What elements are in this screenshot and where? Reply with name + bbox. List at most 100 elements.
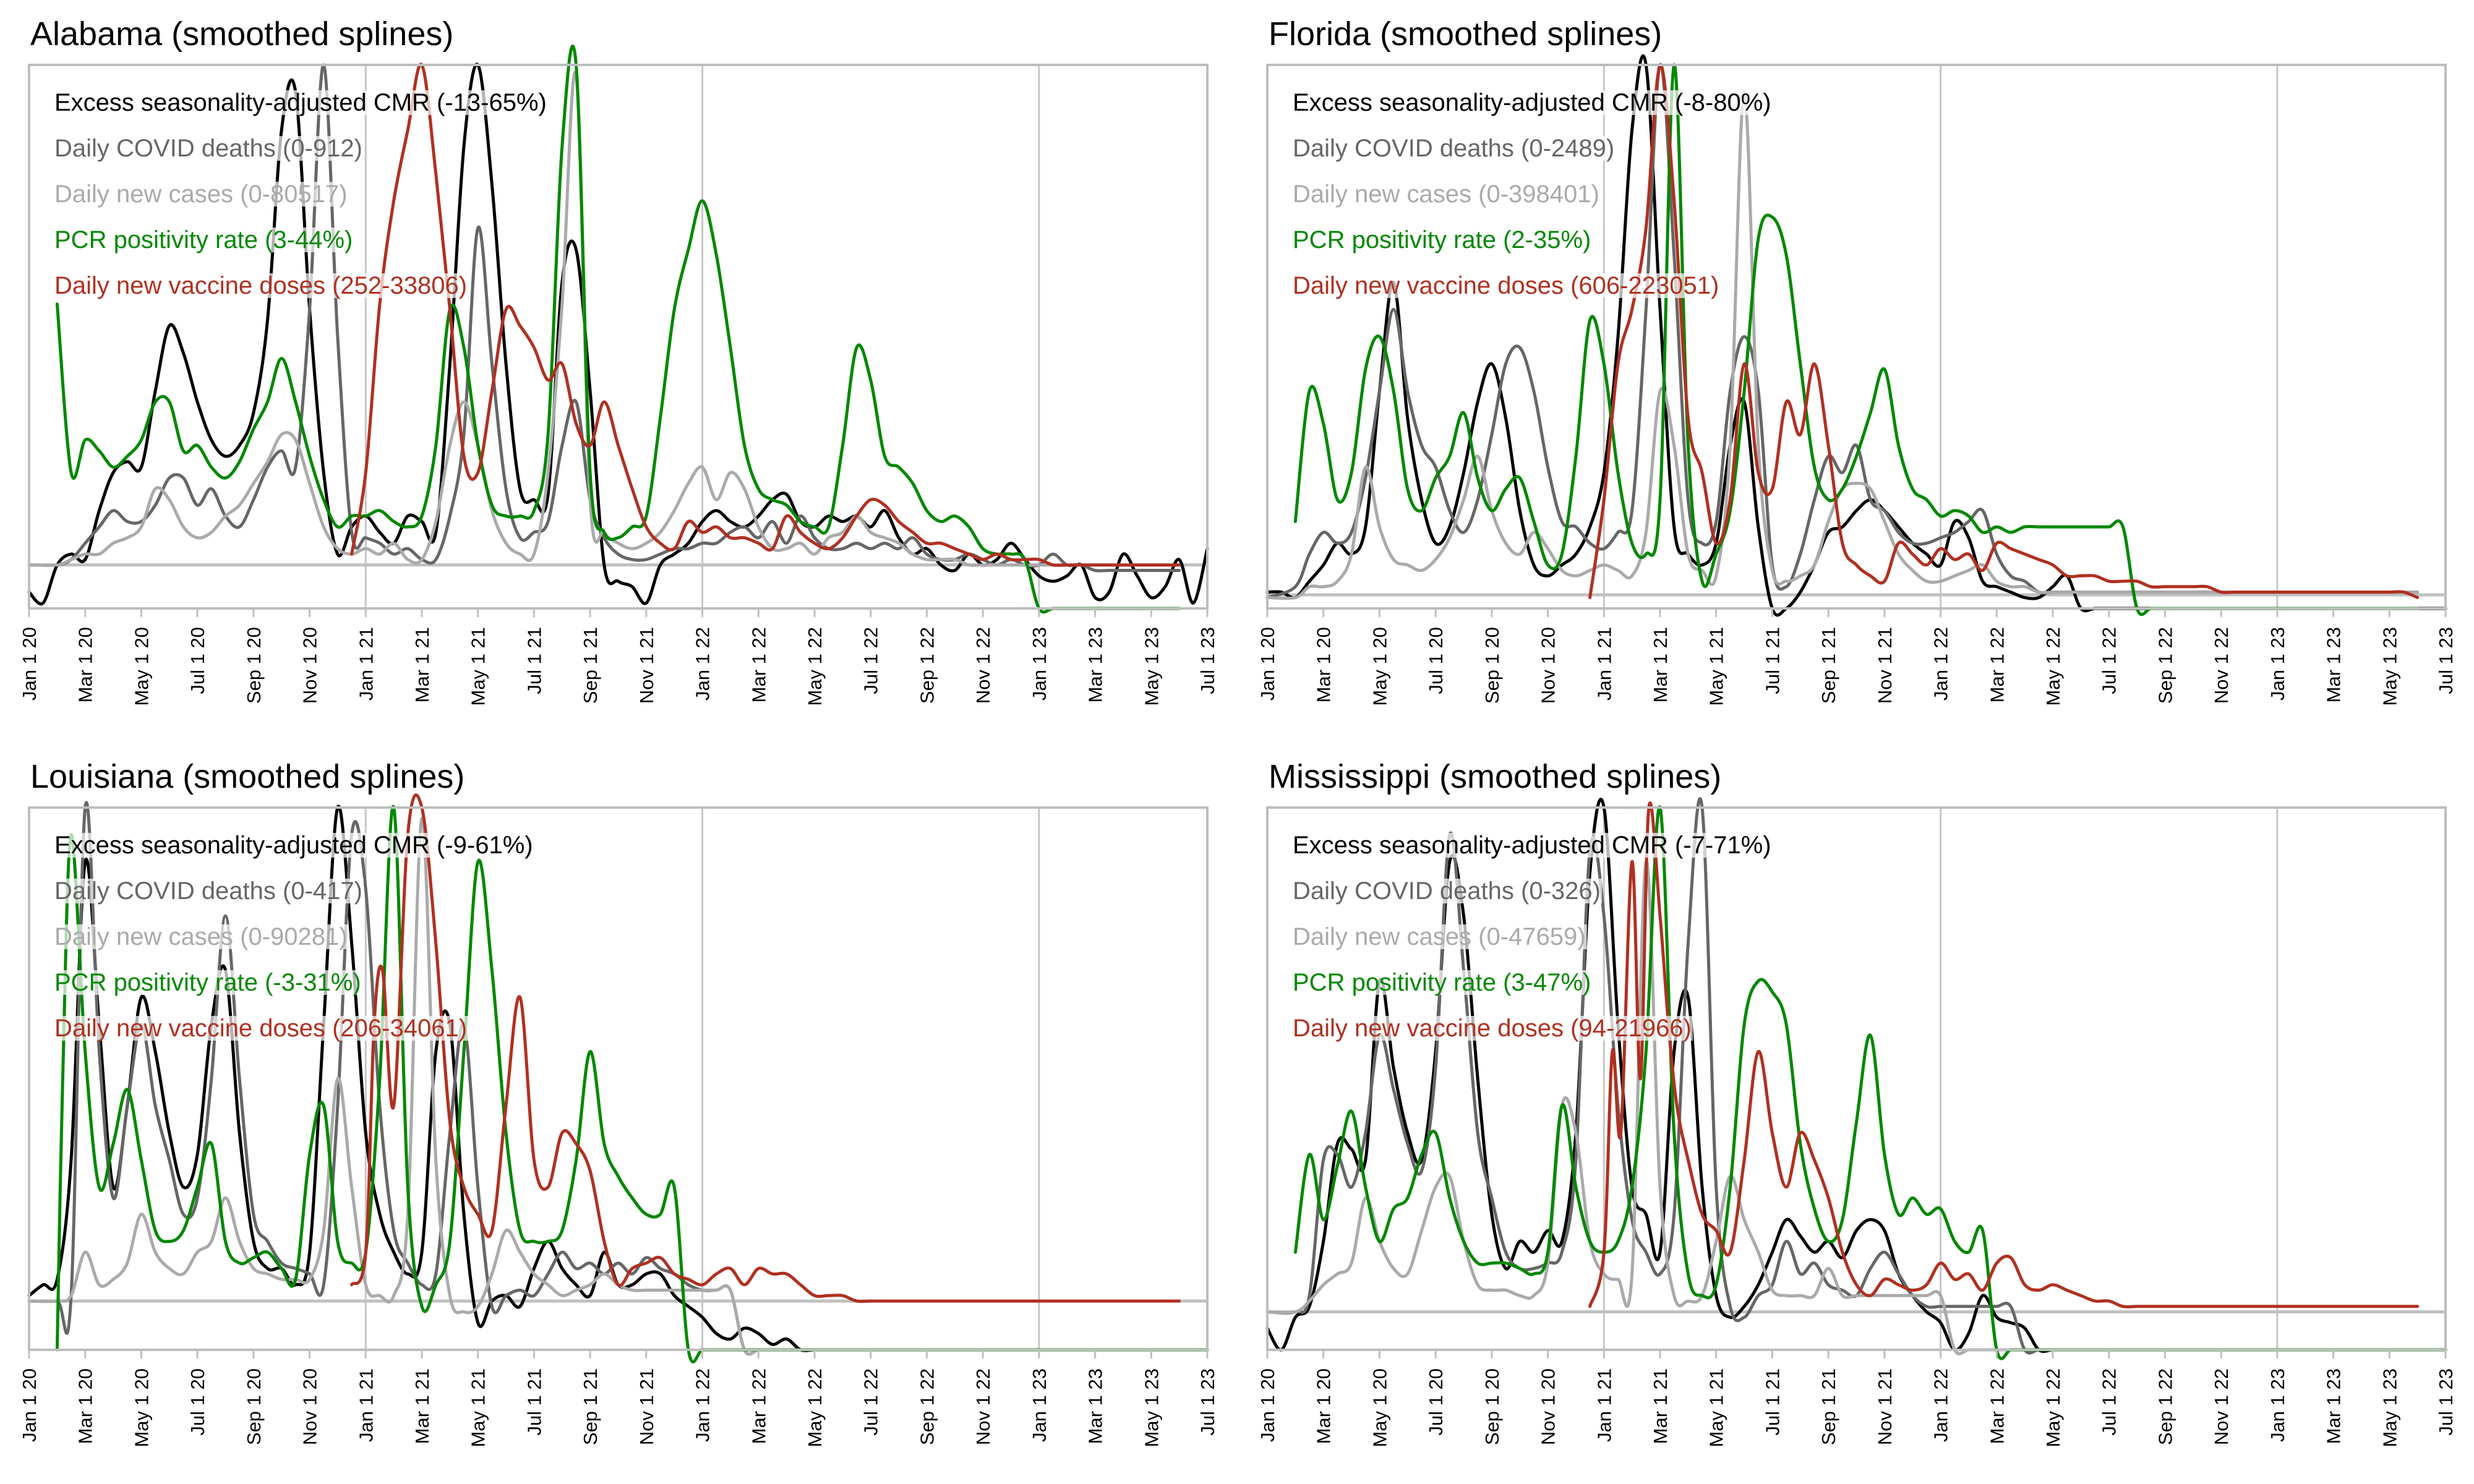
legend-entry: PCR positivity rate (3-47%) <box>1293 969 1591 996</box>
legend-entry-background <box>1291 90 1773 115</box>
legend-entry: Excess seasonality-adjusted CMR (-7-71%) <box>1293 832 1771 859</box>
legend-entry-background <box>1291 1016 1693 1041</box>
x-tick-label: Sep 1 21 <box>1818 1368 1839 1445</box>
x-tick-label: Jan 1 21 <box>355 1368 377 1442</box>
legend-entry-background <box>53 273 469 298</box>
panel-florida: Florida (smoothed splines) Jan 1 20 Mar 1 … <box>1257 15 2457 706</box>
x-tick-label: May 1 21 <box>1706 1368 1727 1448</box>
legend-entry: PCR positivity rate (-3-31%) <box>54 969 361 996</box>
x-tick-label: May 1 23 <box>1141 627 1162 706</box>
x-tick-label: Mar 1 22 <box>748 1368 769 1444</box>
x-tick-label: Mar 1 20 <box>1313 627 1335 702</box>
x-tick-label: May 1 20 <box>131 627 152 706</box>
x-tick-label: Jul 1 22 <box>860 627 882 694</box>
x-tick-label: Nov 1 22 <box>2211 627 2232 704</box>
legend-entry: Daily COVID deaths (0-2489) <box>1293 135 1614 162</box>
x-tick-label: Jul 1 22 <box>2099 1368 2120 1436</box>
x-tick-label: Jul 1 20 <box>187 627 208 694</box>
x-tick-label: May 1 20 <box>131 1368 152 1448</box>
x-tick-label: Jan 1 23 <box>2267 627 2288 701</box>
x-tick-label: Nov 1 21 <box>636 627 657 704</box>
x-tick-label: Jan 1 23 <box>2267 1368 2288 1442</box>
x-tick-label: Jul 1 22 <box>860 1368 882 1436</box>
series-line-4 <box>350 62 1181 567</box>
x-tick-label: Jul 1 23 <box>1197 1368 1218 1436</box>
x-tick-label: Jan 1 22 <box>692 627 714 701</box>
legend-entry-background <box>1291 273 1721 298</box>
plot-frame <box>28 806 1209 1351</box>
x-tick-label: Nov 1 21 <box>1874 1368 1896 1445</box>
x-tick-label: Mar 1 23 <box>2323 1368 2345 1444</box>
x-tick-label: Jan 1 22 <box>1930 627 1952 701</box>
x-tick-label: May 1 21 <box>468 627 489 706</box>
series-line-3 <box>55 45 1181 614</box>
x-tick-label: Mar 1 23 <box>1085 627 1106 702</box>
x-tick-label: May 1 22 <box>2042 1368 2064 1448</box>
x-tick-label: Mar 1 22 <box>1986 1368 2008 1444</box>
x-tick-label: Sep 1 20 <box>1481 627 1503 704</box>
x-tick-label: Sep 1 21 <box>580 627 601 704</box>
x-tick-label: May 1 22 <box>2042 627 2064 706</box>
x-tick-label: Mar 1 21 <box>411 1368 433 1444</box>
legend-entry-background <box>53 90 548 115</box>
x-tick-label: Sep 1 21 <box>580 1368 601 1445</box>
x-tick-label: Jan 1 22 <box>1930 1368 1952 1442</box>
legend-entry: Daily new vaccine doses (606-223051) <box>1293 272 1719 299</box>
legend-entry-background <box>53 833 534 858</box>
x-tick-label: May 1 22 <box>804 1368 826 1448</box>
x-tick-label: Sep 1 21 <box>1818 627 1839 704</box>
x-tick-label: Mar 1 23 <box>1085 1368 1106 1444</box>
legend-entry-background <box>53 182 349 207</box>
x-tick-label: May 1 20 <box>1369 1368 1390 1448</box>
series-line-4 <box>350 793 1181 1303</box>
legend-entry-background <box>1291 970 1593 995</box>
legend: Excess seasonality-adjusted CMR (-7-71%)… <box>1291 832 1773 1042</box>
panel-title: Alabama (smoothed splines) <box>30 15 453 53</box>
x-tick-label: Jul 1 20 <box>1425 1368 1447 1436</box>
x-tick-label: Sep 1 20 <box>243 627 265 704</box>
x-tick-label: Nov 1 22 <box>2211 1368 2232 1445</box>
x-tick-label: Sep 1 22 <box>2154 1368 2176 1445</box>
legend-entry: Daily new cases (0-90281) <box>54 923 348 950</box>
legend-entry: PCR positivity rate (3-44%) <box>54 226 353 254</box>
x-tick-label: Mar 1 22 <box>1986 627 2008 702</box>
legend-entry: Daily new cases (0-398401) <box>1293 181 1599 208</box>
x-tick-label: Nov 1 21 <box>636 1368 657 1445</box>
legend-entry-background <box>1291 228 1593 252</box>
legend-entry: Daily new vaccine doses (206-34061) <box>54 1015 467 1042</box>
x-tick-label: May 1 20 <box>1369 627 1390 706</box>
legend-entry-background <box>53 228 354 252</box>
x-tick-label: Sep 1 20 <box>1481 1368 1503 1445</box>
legend-entry: Excess seasonality-adjusted CMR (-9-61%) <box>54 832 533 859</box>
legend: Excess seasonality-adjusted CMR (-8-80%)… <box>1291 89 1773 299</box>
x-tick-label: Mar 1 20 <box>75 1368 96 1444</box>
x-tick-label: Jul 1 21 <box>1761 627 1783 694</box>
series-line-2 <box>1265 90 2420 600</box>
x-tick-label: Jan 1 21 <box>1593 627 1615 701</box>
legend-entry: Excess seasonality-adjusted CMR (-13-65%… <box>54 89 547 116</box>
x-tick-label: Sep 1 20 <box>243 1368 265 1445</box>
panel-louisiana: Louisiana (smoothed splines) Jan 1 20 Mar … <box>19 758 1218 1448</box>
x-tick-label: Nov 1 21 <box>1874 627 1896 704</box>
x-tick-label: Jul 1 21 <box>1761 1368 1783 1436</box>
legend-entry-background <box>53 879 364 903</box>
legend-entry: Excess seasonality-adjusted CMR (-8-80%) <box>1293 89 1771 116</box>
plot-frame <box>1266 64 2447 610</box>
panel-mississippi: Mississippi (smoothed splines) Jan 1 20 Ma… <box>1257 758 2457 1448</box>
x-tick-label: May 1 23 <box>2379 1368 2400 1448</box>
legend-entry-background <box>1291 182 1601 207</box>
x-tick-label: Mar 1 21 <box>411 627 433 702</box>
legend-entry-background <box>1291 833 1773 858</box>
x-tick-label: Jul 1 23 <box>1197 627 1218 694</box>
x-tick-label: Jul 1 21 <box>523 627 545 694</box>
x-tick-label: Sep 1 22 <box>2154 627 2176 704</box>
x-tick-label: Mar 1 20 <box>75 627 96 702</box>
x-tick-label: Jan 1 22 <box>692 1368 714 1442</box>
plot-frame <box>28 64 1209 610</box>
x-tick-label: May 1 23 <box>1141 1368 1162 1448</box>
x-tick-label: Jul 1 23 <box>2435 627 2457 694</box>
x-tick-label: Nov 1 20 <box>299 1368 321 1445</box>
legend-entry: Daily COVID deaths (0-912) <box>54 135 362 162</box>
x-tick-label: May 1 21 <box>468 1368 489 1448</box>
